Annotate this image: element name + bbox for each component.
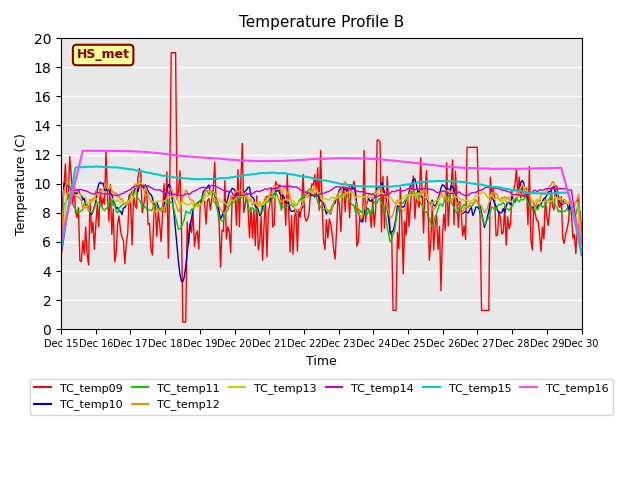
TC_temp12 <box>550 180 558 185</box>
TC_temp12 <box>57 248 65 254</box>
TC_temp11 <box>212 201 220 207</box>
TC_temp14 <box>137 182 145 188</box>
TC_temp13 <box>231 196 239 202</box>
TC_temp16 <box>57 237 65 243</box>
TC_temp15 <box>550 191 558 196</box>
TC_temp14 <box>214 184 221 190</box>
TC_temp16 <box>286 158 294 164</box>
Line: TC_temp12: TC_temp12 <box>61 181 582 251</box>
TC_temp15 <box>214 176 221 181</box>
TC_temp16 <box>550 165 558 171</box>
Text: HS_met: HS_met <box>77 48 130 61</box>
Legend: TC_temp09, TC_temp10, TC_temp11, TC_temp12, TC_temp13, TC_temp14, TC_temp15, TC_: TC_temp09, TC_temp10, TC_temp11, TC_temp… <box>30 379 612 415</box>
Line: TC_temp14: TC_temp14 <box>61 185 582 256</box>
TC_temp16 <box>122 148 130 154</box>
TC_temp11 <box>57 255 65 261</box>
TC_temp14 <box>550 186 558 192</box>
TC_temp15 <box>231 174 239 180</box>
TC_temp10 <box>578 248 586 254</box>
TC_temp09 <box>215 219 223 225</box>
TC_temp15 <box>122 166 130 172</box>
TC_temp10 <box>240 191 248 196</box>
TC_temp11 <box>121 200 129 206</box>
TC_temp12 <box>231 190 239 195</box>
TC_temp10 <box>179 279 187 285</box>
TC_temp16 <box>79 148 86 154</box>
TC_temp15 <box>90 164 98 169</box>
Line: TC_temp10: TC_temp10 <box>61 179 582 282</box>
TC_temp09 <box>552 183 559 189</box>
TC_temp10 <box>214 200 221 205</box>
X-axis label: Time: Time <box>306 355 337 368</box>
TC_temp16 <box>231 157 239 163</box>
TC_temp09 <box>179 319 187 325</box>
Title: Temperature Profile B: Temperature Profile B <box>239 15 404 30</box>
TC_temp09 <box>233 222 241 228</box>
Y-axis label: Temperature (C): Temperature (C) <box>15 133 28 235</box>
TC_temp09 <box>121 261 129 266</box>
TC_temp14 <box>578 253 586 259</box>
TC_temp11 <box>285 203 292 208</box>
TC_temp12 <box>122 202 130 208</box>
TC_temp12 <box>240 194 248 200</box>
TC_temp11 <box>230 200 237 205</box>
TC_temp15 <box>57 246 65 252</box>
TC_temp15 <box>240 172 248 178</box>
TC_temp12 <box>214 201 221 207</box>
TC_temp11 <box>307 186 314 192</box>
Line: TC_temp09: TC_temp09 <box>61 53 582 322</box>
TC_temp10 <box>231 188 239 193</box>
TC_temp14 <box>286 183 294 189</box>
TC_temp13 <box>550 195 558 201</box>
TC_temp09 <box>578 228 586 234</box>
Line: TC_temp16: TC_temp16 <box>61 151 582 243</box>
TC_temp10 <box>552 189 559 195</box>
TC_temp14 <box>240 193 248 199</box>
TC_temp10 <box>286 207 294 213</box>
TC_temp11 <box>550 198 558 204</box>
TC_temp13 <box>121 200 129 206</box>
TC_temp12 <box>65 178 72 184</box>
TC_temp15 <box>578 251 586 257</box>
TC_temp12 <box>286 194 294 200</box>
TC_temp13 <box>286 198 294 204</box>
Line: TC_temp11: TC_temp11 <box>61 189 582 258</box>
TC_temp13 <box>137 180 145 186</box>
TC_temp10 <box>411 176 419 181</box>
TC_temp13 <box>240 193 248 199</box>
TC_temp13 <box>578 247 586 252</box>
TC_temp15 <box>286 171 294 177</box>
TC_temp11 <box>578 247 586 253</box>
TC_temp09 <box>168 50 175 56</box>
TC_temp10 <box>121 204 129 210</box>
TC_temp13 <box>214 195 221 201</box>
Line: TC_temp15: TC_temp15 <box>61 167 582 254</box>
TC_temp16 <box>214 156 221 161</box>
Line: TC_temp13: TC_temp13 <box>61 183 582 262</box>
TC_temp09 <box>57 199 65 205</box>
TC_temp10 <box>57 240 65 245</box>
TC_temp12 <box>578 241 586 247</box>
TC_temp09 <box>288 213 296 218</box>
TC_temp14 <box>231 193 239 199</box>
TC_temp13 <box>57 259 65 264</box>
TC_temp09 <box>241 202 249 208</box>
TC_temp16 <box>240 157 248 163</box>
TC_temp14 <box>57 252 65 258</box>
TC_temp11 <box>239 189 246 194</box>
TC_temp14 <box>121 189 129 194</box>
TC_temp16 <box>578 240 586 246</box>
